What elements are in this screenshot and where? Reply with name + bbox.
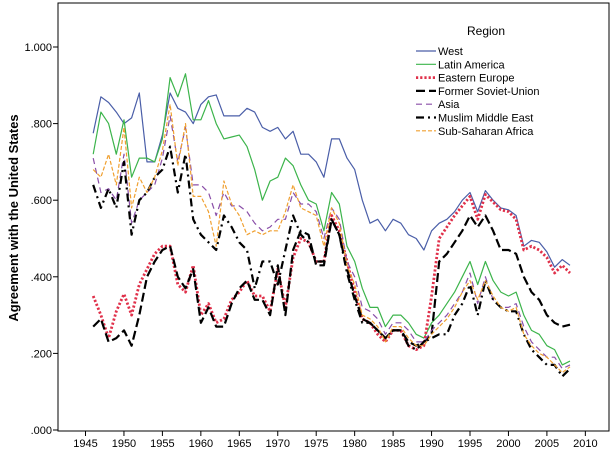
y-tick-label: .000 — [31, 425, 52, 437]
y-tick-label: .400 — [31, 272, 52, 284]
x-tick-label: 1995 — [458, 438, 482, 450]
x-tick-label: 2000 — [496, 438, 520, 450]
legend-title: Region — [467, 24, 505, 38]
x-tick-label: 1970 — [266, 438, 290, 450]
x-tick-label: 2010 — [573, 438, 597, 450]
series-line-west — [92, 92, 571, 268]
legend-label: West — [438, 46, 463, 58]
series-lines — [91, 73, 571, 378]
x-tick-label: 1945 — [73, 438, 97, 450]
series-line-latin-america — [92, 73, 571, 366]
x-tick-label: 1955 — [150, 438, 174, 450]
series-line-sub-saharan-africa — [92, 103, 571, 374]
legend-label: Latin America — [438, 59, 506, 71]
y-tick-label: .800 — [31, 119, 52, 131]
legend-label: Eastern Europe — [438, 73, 514, 85]
x-tick-label: 1985 — [381, 438, 405, 450]
y-tick-label: 1.000 — [24, 42, 52, 54]
legend-label: Sub-Saharan Africa — [438, 126, 534, 138]
x-tick-label: 1950 — [112, 438, 136, 450]
y-axis: .000 .200 .400 .600 .800 1.000 — [24, 42, 58, 437]
x-tick-label: 1990 — [419, 438, 443, 450]
legend-label: Muslim Middle East — [438, 113, 533, 125]
x-tick-label: 1965 — [227, 438, 251, 450]
series-line-muslim-middle-east — [92, 145, 571, 378]
x-axis: 1945 1950 1955 1960 1965 1970 1975 1980 1985 1990… — [73, 431, 598, 450]
plot-frame — [57, 2, 610, 432]
y-tick-label: .600 — [31, 195, 52, 207]
x-tick-label: 1980 — [342, 438, 366, 450]
y-tick-label: .200 — [31, 348, 52, 360]
x-tick-label: 1960 — [189, 438, 213, 450]
x-tick-label: 1975 — [304, 438, 328, 450]
series-line-eastern-europe — [91, 193, 571, 352]
y-axis-label: Agreement with the United States — [6, 114, 21, 321]
legend-label: Former Soviet-Union — [438, 86, 539, 98]
legend-label: Asia — [438, 99, 460, 111]
x-tick-label: 2005 — [535, 438, 559, 450]
